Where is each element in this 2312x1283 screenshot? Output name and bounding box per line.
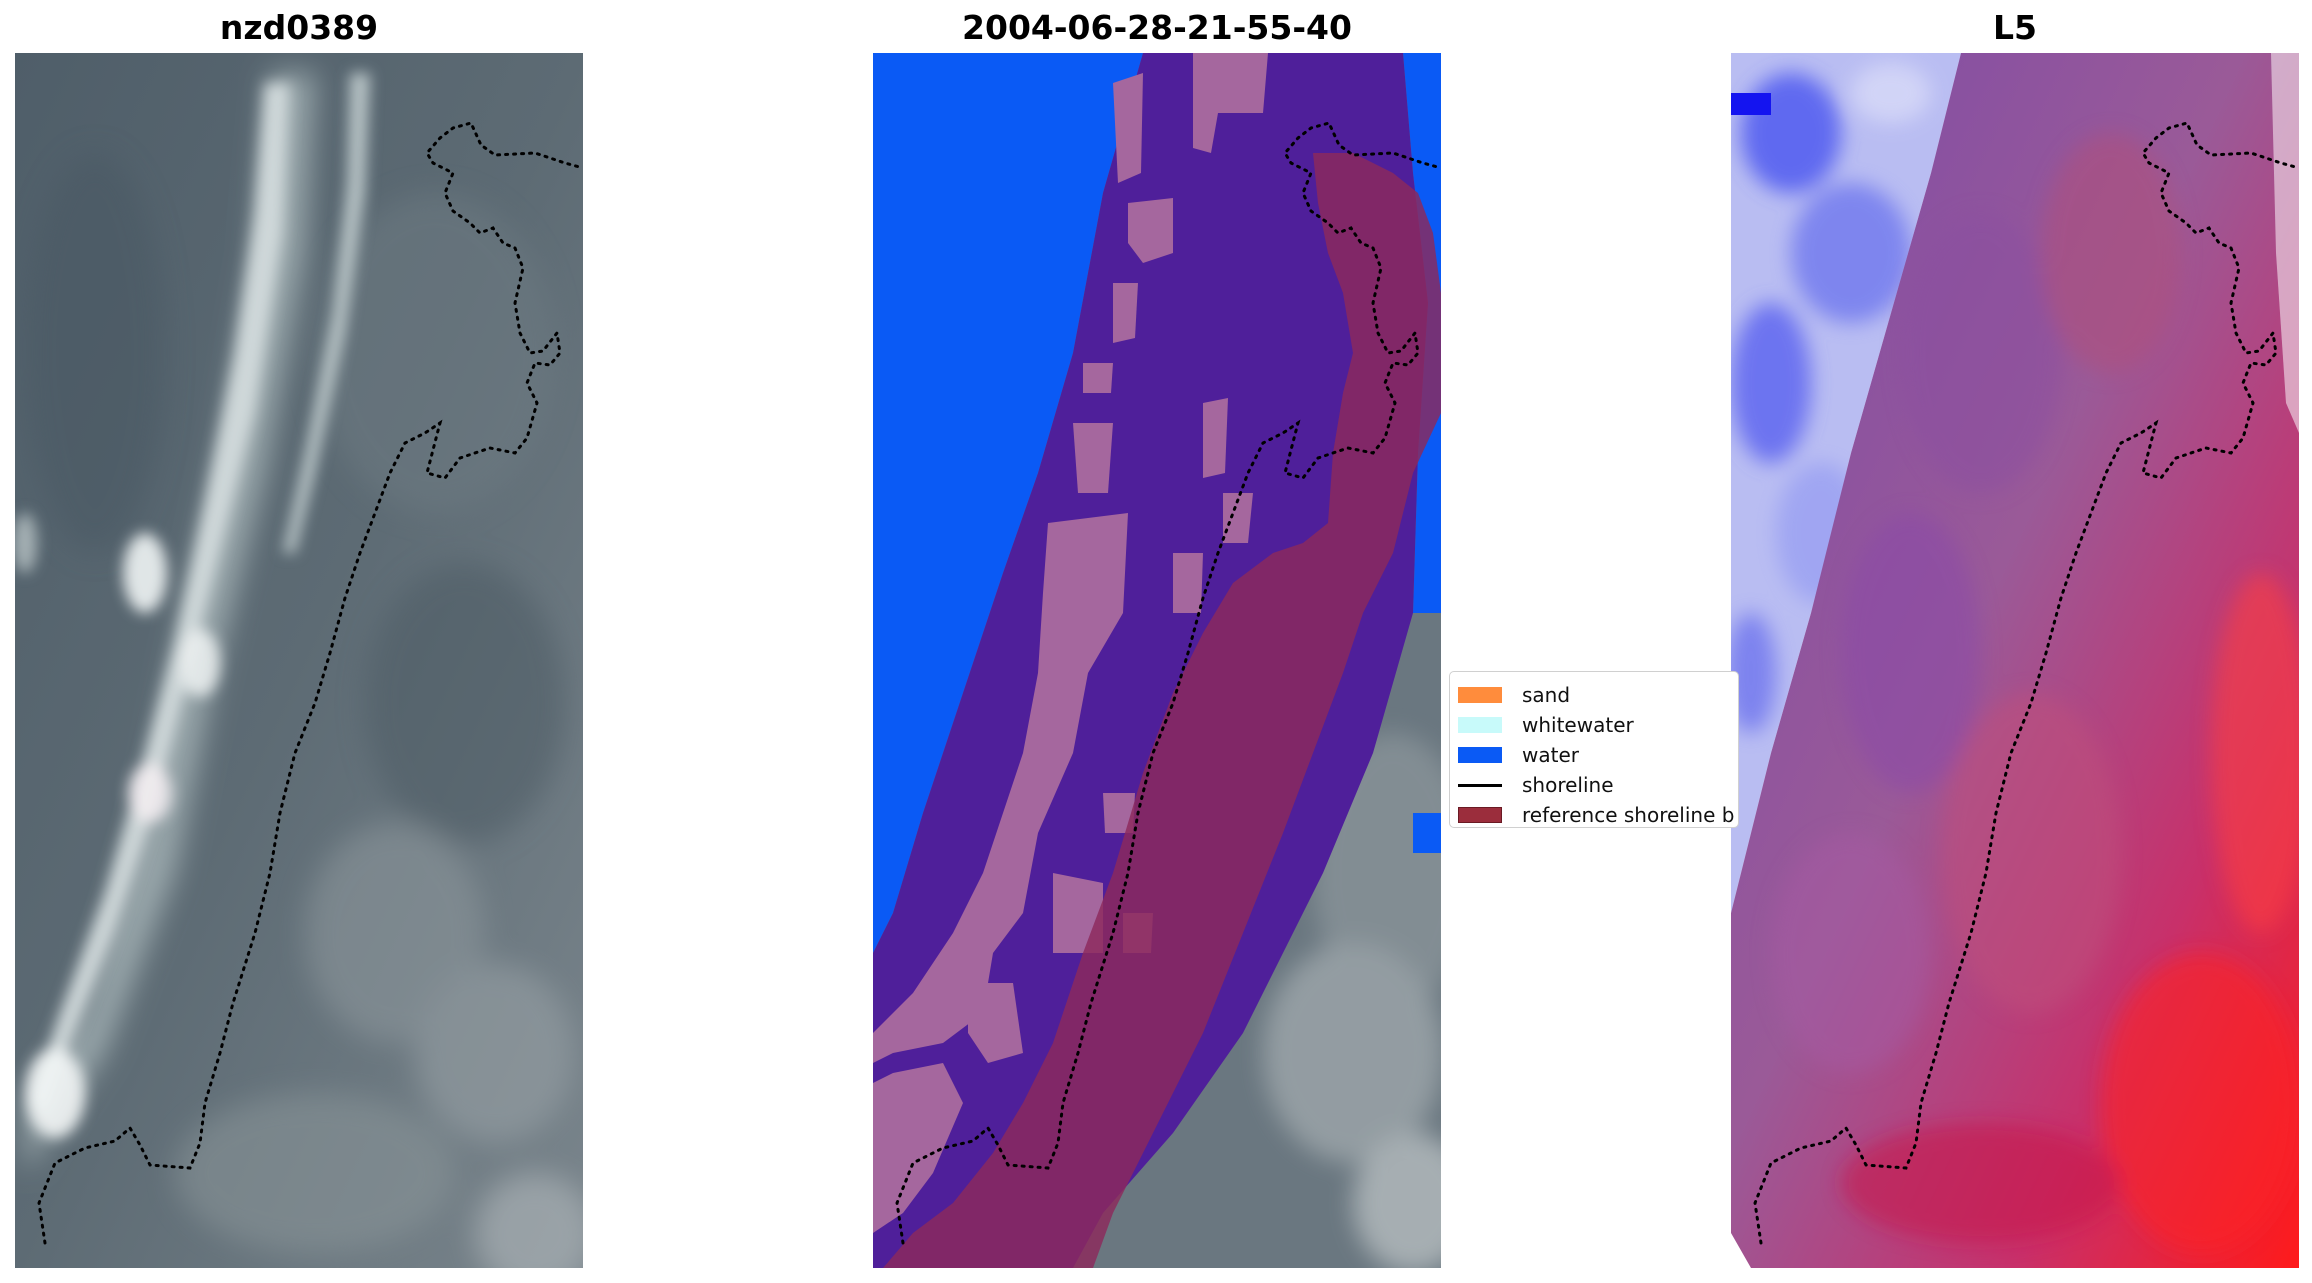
- legend-swatch-reference-shoreline: [1458, 807, 1502, 823]
- legend-label-sand: sand: [1522, 683, 1571, 707]
- panel-title-rgb: nzd0389: [219, 8, 379, 47]
- legend-swatch-whitewater: [1458, 717, 1502, 733]
- legend-label-whitewater: whitewater: [1522, 713, 1634, 737]
- legend-item-reference-shoreline: reference shoreline b: [1458, 802, 1735, 827]
- classified-image: [873, 53, 1441, 1268]
- legend-line-shoreline: [1458, 783, 1502, 787]
- reference-shoreline-rgb: [37, 121, 583, 1245]
- legend-item-shoreline: shoreline: [1458, 772, 1614, 798]
- legend-label-reference-shoreline: reference shoreline b: [1522, 803, 1735, 827]
- reference-shoreline-classified: [895, 121, 1441, 1245]
- reference-shoreline-index: [1753, 121, 2299, 1245]
- legend: sand whitewater water shoreline referenc…: [1449, 671, 1739, 828]
- index-image-panel: [1731, 53, 2299, 1268]
- legend-label-shoreline: shoreline: [1522, 773, 1614, 797]
- legend-item-sand: sand: [1458, 682, 1570, 708]
- legend-swatch-water: [1458, 747, 1502, 763]
- legend-swatch-sand: [1458, 687, 1502, 703]
- legend-item-water: water: [1458, 742, 1579, 768]
- index-image: [1731, 53, 2299, 1268]
- rgb-image: [15, 53, 583, 1268]
- legend-label-water: water: [1522, 743, 1579, 767]
- panel-title-index: L5: [1993, 8, 2037, 47]
- panel-title-classified: 2004-06-28-21-55-40: [962, 8, 1352, 47]
- legend-item-whitewater: whitewater: [1458, 712, 1634, 738]
- rgb-image-panel: [15, 53, 583, 1268]
- classified-image-panel: [873, 53, 1441, 1268]
